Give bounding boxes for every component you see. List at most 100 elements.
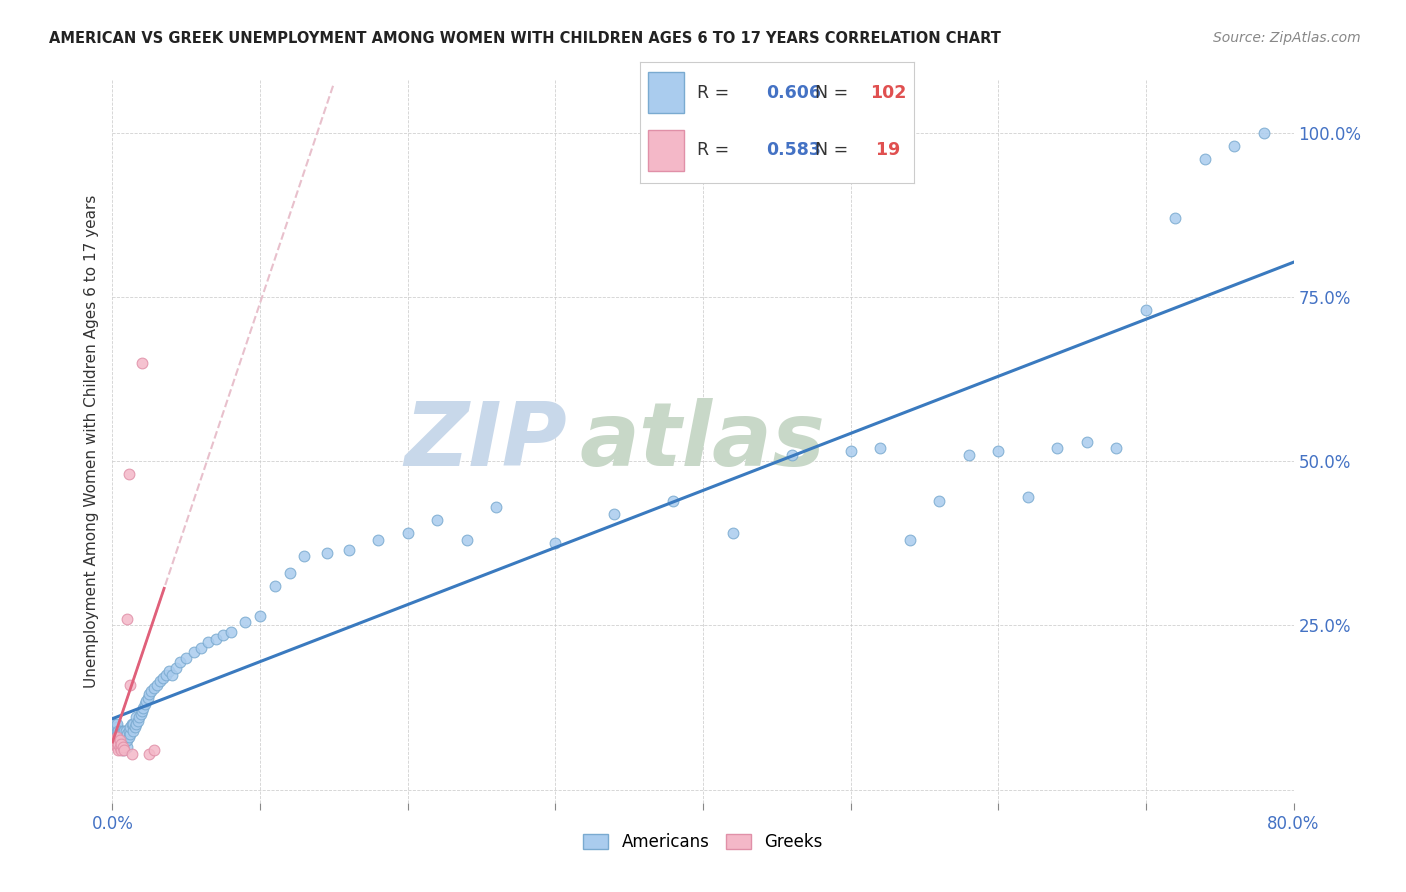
Point xyxy=(117,612,138,626)
Point xyxy=(121,747,143,761)
Point xyxy=(839,444,862,458)
Point xyxy=(110,743,132,757)
Point xyxy=(205,632,228,646)
Point xyxy=(1194,152,1216,166)
Point xyxy=(142,743,165,757)
Point xyxy=(149,674,172,689)
Point xyxy=(155,667,177,681)
Point xyxy=(120,677,142,691)
Point xyxy=(396,526,419,541)
Point xyxy=(124,720,146,734)
Point xyxy=(212,628,235,642)
Point xyxy=(1223,139,1246,153)
Point xyxy=(110,727,132,741)
Point xyxy=(118,730,141,744)
Point xyxy=(160,667,183,681)
Point xyxy=(1076,434,1098,449)
Point xyxy=(108,739,131,754)
Point xyxy=(898,533,921,547)
Point xyxy=(110,737,132,751)
Point xyxy=(105,720,128,734)
Point xyxy=(111,743,134,757)
Point xyxy=(1046,441,1069,455)
Point xyxy=(108,733,131,747)
Point xyxy=(105,739,128,754)
Point xyxy=(183,645,205,659)
Point xyxy=(129,707,152,722)
Point xyxy=(1135,303,1157,318)
Point xyxy=(544,536,567,550)
Point xyxy=(987,444,1010,458)
Point xyxy=(114,730,136,744)
Point xyxy=(104,730,127,744)
Text: 102: 102 xyxy=(870,84,907,102)
Point xyxy=(146,677,169,691)
Text: R =: R = xyxy=(697,84,735,102)
Point xyxy=(112,737,135,751)
Text: N =: N = xyxy=(815,84,853,102)
Point xyxy=(105,717,128,731)
Point xyxy=(122,717,145,731)
Point xyxy=(117,727,138,741)
Point xyxy=(112,727,135,741)
Point xyxy=(105,730,128,744)
Point xyxy=(105,723,128,738)
Point xyxy=(485,500,508,515)
Point xyxy=(264,579,287,593)
Point xyxy=(190,641,212,656)
Point xyxy=(152,671,174,685)
Point xyxy=(128,710,150,724)
Point xyxy=(131,356,153,370)
Point xyxy=(108,730,131,744)
Point xyxy=(315,546,337,560)
Point xyxy=(118,467,141,482)
Text: 0.583: 0.583 xyxy=(766,141,821,160)
Point xyxy=(117,733,138,747)
Point xyxy=(107,737,129,751)
Text: N =: N = xyxy=(815,141,853,160)
Point xyxy=(456,533,478,547)
Point xyxy=(136,690,159,705)
Point xyxy=(108,739,131,754)
Point xyxy=(233,615,256,630)
Point xyxy=(114,733,136,747)
Point xyxy=(169,655,191,669)
Point xyxy=(118,723,141,738)
Point xyxy=(114,723,136,738)
Point xyxy=(107,727,129,741)
Point xyxy=(292,549,315,564)
Point xyxy=(1017,491,1039,505)
Bar xyxy=(648,130,683,171)
Point xyxy=(603,507,626,521)
Point xyxy=(426,513,449,527)
Point xyxy=(107,730,129,744)
Point xyxy=(278,566,301,580)
Point xyxy=(197,635,219,649)
Legend: Americans, Greeks: Americans, Greeks xyxy=(575,825,831,860)
Point xyxy=(110,733,132,747)
Point xyxy=(780,448,803,462)
Point xyxy=(107,723,129,738)
Point xyxy=(138,687,160,701)
Point xyxy=(131,704,153,718)
Point xyxy=(108,737,131,751)
Text: Source: ZipAtlas.com: Source: ZipAtlas.com xyxy=(1213,31,1361,45)
Point xyxy=(120,720,142,734)
Point xyxy=(135,694,157,708)
Point xyxy=(249,608,271,623)
Point xyxy=(142,681,165,695)
Text: ZIP: ZIP xyxy=(405,398,567,485)
Point xyxy=(125,717,148,731)
Point xyxy=(108,723,131,738)
Point xyxy=(112,730,135,744)
Bar xyxy=(648,72,683,113)
Text: 0.606: 0.606 xyxy=(766,84,821,102)
Point xyxy=(174,651,197,665)
Point xyxy=(120,727,142,741)
Point xyxy=(111,737,134,751)
Point xyxy=(107,743,129,757)
Point xyxy=(111,733,134,747)
Point xyxy=(112,723,135,738)
Point xyxy=(111,730,134,744)
Point xyxy=(111,739,134,754)
